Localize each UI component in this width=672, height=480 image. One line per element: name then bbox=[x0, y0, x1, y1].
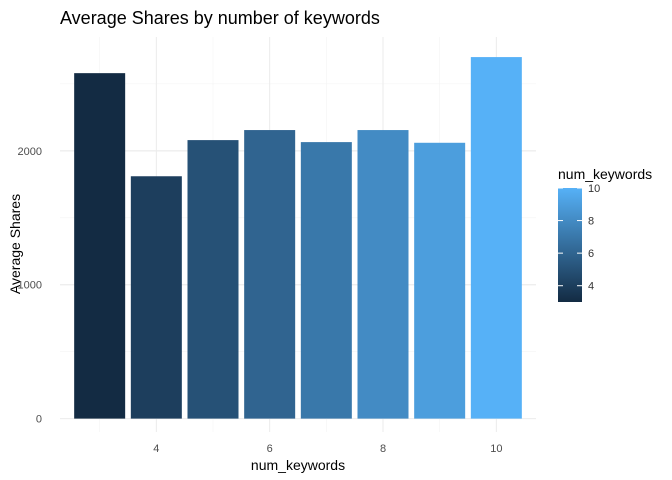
bar-10 bbox=[470, 57, 522, 419]
y-tick-labels: 0 1000 2000 bbox=[18, 146, 42, 426]
x-axis-title: num_keywords bbox=[251, 457, 345, 473]
legend: num_keywords 4 6 8 10 bbox=[558, 166, 652, 302]
x-tick-label: 6 bbox=[267, 443, 273, 455]
bar-6 bbox=[244, 130, 296, 419]
x-tick-label: 8 bbox=[380, 443, 386, 455]
legend-tick-label: 10 bbox=[588, 183, 600, 195]
y-tick-label: 1000 bbox=[18, 280, 42, 292]
bar-5 bbox=[187, 140, 239, 419]
legend-title: num_keywords bbox=[558, 166, 652, 182]
x-tick-label: 4 bbox=[153, 443, 159, 455]
bars bbox=[74, 57, 522, 419]
legend-tick-label: 8 bbox=[588, 216, 594, 228]
bar-9 bbox=[414, 142, 466, 419]
legend-tick-label: 6 bbox=[588, 248, 594, 260]
y-tick-label: 0 bbox=[36, 414, 42, 426]
x-tick-label: 10 bbox=[490, 443, 502, 455]
bar-8 bbox=[357, 130, 409, 419]
legend-tick-labels: 4 6 8 10 bbox=[558, 183, 600, 293]
bar-4 bbox=[130, 176, 182, 419]
y-axis-title: Average Shares bbox=[7, 194, 23, 294]
bar-3 bbox=[74, 73, 126, 419]
y-tick-label: 2000 bbox=[18, 146, 42, 158]
legend-tick-label: 4 bbox=[588, 281, 594, 293]
bar-7 bbox=[300, 142, 352, 419]
legend-colorbar bbox=[558, 188, 582, 302]
x-tick-labels: 4 6 8 10 bbox=[153, 443, 502, 455]
chart-title: Average Shares by number of keywords bbox=[60, 8, 380, 28]
